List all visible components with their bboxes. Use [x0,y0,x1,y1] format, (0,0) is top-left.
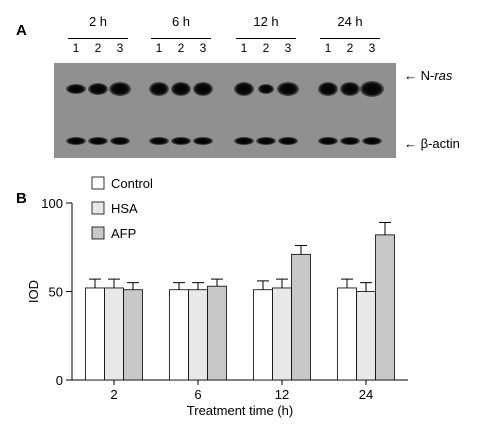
legend-swatch-afp [91,226,105,240]
bar-hsa [104,287,124,381]
beta-actin-band [362,137,382,145]
n-ras-band [258,84,274,94]
lane-number: 3 [199,41,207,55]
y-tick-label: 100 [41,196,63,211]
lane-number: 2 [177,41,185,55]
lane-number: 3 [116,41,124,55]
legend-swatch-hsa [91,201,105,215]
x-tick-label: 6 [194,387,201,402]
n-ras-band [88,83,108,95]
time-point-label: 6 h [171,14,191,29]
y-tick-label: 0 [56,373,63,388]
n-ras-band [360,81,384,97]
beta-actin-text: β-actin [420,136,460,151]
panel-a-label: A [16,22,27,39]
n-ras-italic: ras [434,68,453,83]
lane-number: 3 [284,41,292,55]
beta-actin-band [66,137,86,145]
bar-hsa [188,289,208,381]
n-ras-band [149,82,169,96]
bar-afp [375,234,395,381]
n-ras-label: ← N-ras [404,68,452,83]
beta-actin-band [149,137,169,145]
beta-actin-band [340,137,360,145]
n-ras-band [193,82,213,96]
time-group-underline [68,38,128,39]
bar-afp [207,285,227,381]
n-ras-band [234,82,254,96]
time-group-underline [320,38,380,39]
beta-actin-band [234,137,254,145]
beta-actin-band [318,137,338,145]
time-group-underline [151,38,211,39]
lane-number: 3 [368,41,376,55]
bar-control [337,287,357,381]
bar-control [85,287,105,381]
blot-bands [66,81,384,145]
x-tick-label: 24 [359,387,373,402]
bar-hsa [356,291,376,381]
beta-actin-band [88,137,108,145]
arrow-left-icon: ← [404,68,417,83]
arrow-left-icon: ← [404,136,417,151]
y-axis-label: IOD [26,280,41,303]
beta-actin-band [110,137,130,145]
n-ras-prefix: N- [420,68,435,83]
time-group-underline [236,38,296,39]
lane-number: 1 [155,41,163,55]
n-ras-band [277,82,299,96]
bar-hsa [272,287,292,381]
bar-control [169,289,189,381]
beta-actin-band [193,137,213,145]
n-ras-band [171,82,191,96]
n-ras-band [66,84,86,94]
n-ras-band [318,82,338,96]
bar-afp [291,253,311,381]
time-point-label: 12 h [253,14,279,29]
legend-label-control: Control [111,176,153,191]
lane-number: 2 [262,41,270,55]
y-tick-label: 50 [49,285,63,300]
bar-afp [123,289,143,381]
western-blot-image [54,63,396,158]
lane-number: 1 [324,41,332,55]
panel-b-label: B [16,190,27,207]
n-ras-band [109,82,131,96]
legend-label-hsa: HSA [111,201,138,216]
x-tick-label: 2 [110,387,117,402]
lane-number: 2 [346,41,354,55]
beta-actin-band [256,137,276,145]
time-point-label: 24 h [337,14,363,29]
lane-number: 1 [72,41,80,55]
x-axis-label: Treatment time (h) [187,403,293,418]
beta-actin-band [171,137,191,145]
time-point-label: 2 h [88,14,108,29]
lane-number: 1 [240,41,248,55]
legend-label-afp: AFP [111,226,136,241]
bar-control [253,289,273,381]
beta-actin-band [278,137,298,145]
beta-actin-label: ← β-actin [404,136,460,151]
lane-number: 2 [94,41,102,55]
legend-swatch-control [91,176,105,190]
x-tick-label: 12 [275,387,289,402]
n-ras-band [340,82,360,96]
